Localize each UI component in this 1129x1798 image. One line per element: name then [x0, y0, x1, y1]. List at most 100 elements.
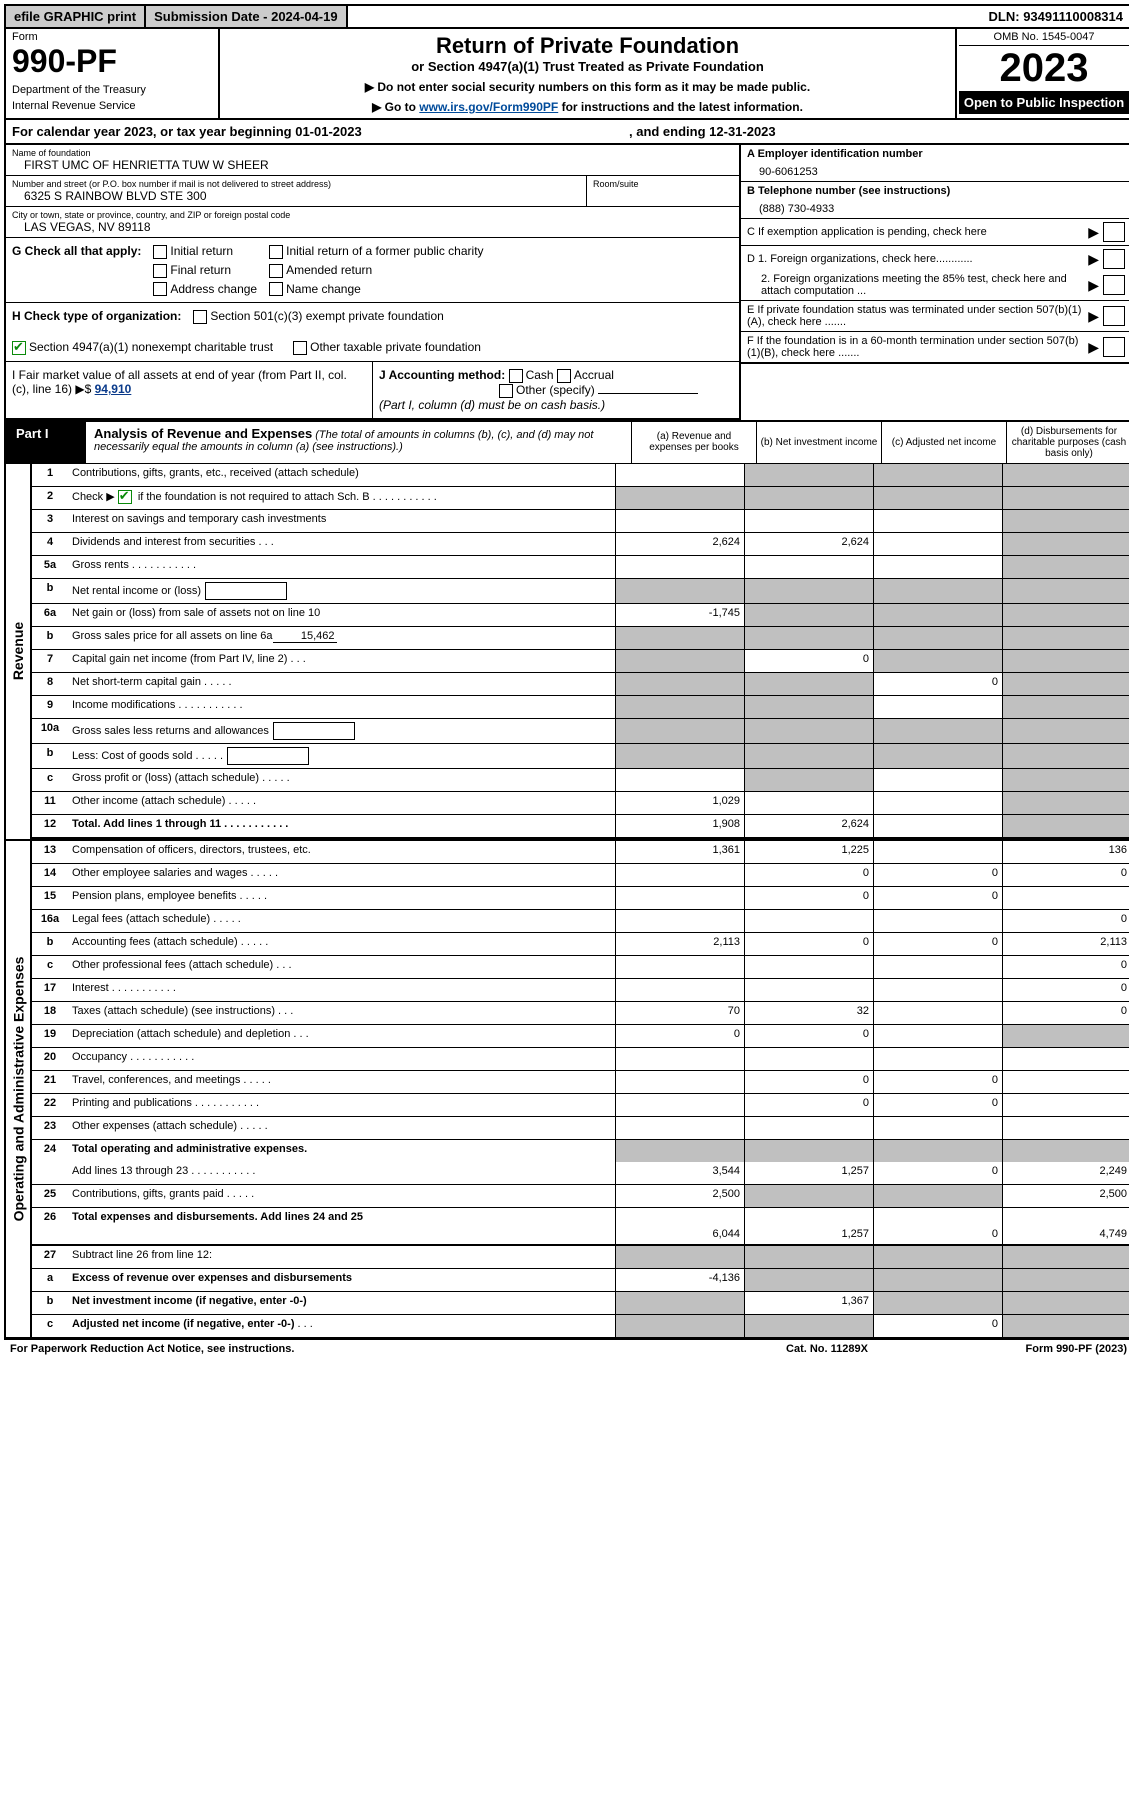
header-right: OMB No. 1545-0047 2023 Open to Public In… [955, 29, 1129, 118]
r24-a: 3,544 [615, 1162, 744, 1184]
address-change-checkbox[interactable] [153, 282, 167, 296]
f-checkbox[interactable] [1103, 337, 1125, 357]
row-5b: bNet rental income or (loss) [32, 579, 1129, 604]
i-arrow: ▶$ [75, 382, 91, 396]
e-checkbox[interactable] [1103, 306, 1125, 326]
form-title: Return of Private Foundation [230, 33, 945, 59]
other-method-checkbox[interactable] [499, 384, 513, 398]
row-10a: 10aGross sales less returns and allowanc… [32, 719, 1129, 744]
row-8: 8Net short-term capital gain . . . . .0 [32, 673, 1129, 696]
accrual-checkbox[interactable] [557, 369, 571, 383]
row-10c: cGross profit or (loss) (attach schedule… [32, 769, 1129, 792]
ein-row: A Employer identification number 90-6061… [741, 145, 1129, 182]
row-13: 13Compensation of officers, directors, t… [32, 841, 1129, 864]
r13-b: 1,225 [744, 841, 873, 863]
c-checkbox[interactable] [1103, 222, 1125, 242]
row-27c: cAdjusted net income (if negative, enter… [32, 1315, 1129, 1337]
d2-label: 2. Foreign organizations meeting the 85%… [747, 273, 1084, 297]
schb-checkbox[interactable] [118, 490, 132, 504]
efile-print-button[interactable]: efile GRAPHIC print [6, 6, 146, 27]
section-g: G Check all that apply: Initial return F… [6, 238, 739, 303]
r13-desc: Compensation of officers, directors, tru… [68, 841, 615, 863]
h-o3: Other taxable private foundation [310, 340, 481, 354]
row-2: 2Check ▶ if the foundation is not requir… [32, 487, 1129, 510]
c-row: C If exemption application is pending, c… [741, 219, 1129, 246]
section-j: J Accounting method: Cash Accrual Other … [373, 362, 739, 418]
r7-desc: Capital gain net income (from Part IV, l… [68, 650, 615, 672]
r16b-c: 0 [873, 933, 1002, 955]
irs-text: Internal Revenue Service [12, 100, 212, 112]
i-label: I Fair market value of all assets at end… [12, 368, 347, 396]
r6b-desc: Gross sales price for all assets on line… [68, 627, 615, 649]
row-22: 22Printing and publications . . . . . . … [32, 1094, 1129, 1117]
501c3-checkbox[interactable] [193, 310, 207, 324]
g-o3: Address change [170, 282, 257, 296]
row-16c: cOther professional fees (attach schedul… [32, 956, 1129, 979]
name-change-checkbox[interactable] [269, 282, 283, 296]
row-9: 9Income modifications . . . . . . . . . … [32, 696, 1129, 719]
phone-value: (888) 730-4933 [747, 197, 1125, 215]
r24-d: 2,249 [1002, 1162, 1129, 1184]
expenses-side-label: Operating and Administrative Expenses [6, 841, 32, 1337]
h-label: H Check type of organization: [12, 309, 181, 323]
row-26: 26Total expenses and disbursements. Add … [32, 1208, 1129, 1246]
r26-desc: Total expenses and disbursements. Add li… [68, 1208, 615, 1244]
ein-value: 90-6061253 [747, 160, 1125, 178]
expenses-table: Operating and Administrative Expenses 13… [4, 841, 1129, 1339]
r10b-desc: Less: Cost of goods sold . . . . . [68, 744, 615, 768]
final-return-checkbox[interactable] [153, 264, 167, 278]
row-3: 3Interest on savings and temporary cash … [32, 510, 1129, 533]
j-cash: Cash [526, 368, 554, 382]
r16b-b: 0 [744, 933, 873, 955]
row-14: 14Other employee salaries and wages . . … [32, 864, 1129, 887]
footer: For Paperwork Reduction Act Notice, see … [4, 1339, 1129, 1358]
row-27a: aExcess of revenue over expenses and dis… [32, 1269, 1129, 1292]
r27b-desc: Net investment income (if negative, ente… [68, 1292, 615, 1314]
r5a-desc: Gross rents . . . . . . . . . . . [68, 556, 615, 578]
former-charity-checkbox[interactable] [269, 245, 283, 259]
header-left: Form 990-PF Department of the Treasury I… [6, 29, 220, 118]
dept-text: Department of the Treasury [12, 84, 212, 96]
h-o1: Section 501(c)(3) exempt private foundat… [210, 309, 443, 323]
r14-desc: Other employee salaries and wages . . . … [68, 864, 615, 886]
r27a-a: -4,136 [615, 1269, 744, 1291]
column-headers: (a) Revenue and expenses per books (b) N… [631, 422, 1129, 463]
initial-return-checkbox[interactable] [153, 245, 167, 259]
other-taxable-checkbox[interactable] [293, 341, 307, 355]
r17-desc: Interest . . . . . . . . . . . [68, 979, 615, 1001]
r26-d: 4,749 [1002, 1208, 1129, 1244]
g-o4: Initial return of a former public charit… [286, 244, 483, 258]
d1-checkbox[interactable] [1103, 249, 1125, 269]
i-value[interactable]: 94,910 [95, 382, 132, 396]
open-public-badge: Open to Public Inspection [959, 91, 1129, 114]
col-b-header: (b) Net investment income [756, 422, 881, 463]
d2-checkbox[interactable] [1103, 275, 1125, 295]
4947-checkbox[interactable] [12, 341, 26, 355]
g-o1: Initial return [170, 244, 233, 258]
row-17: 17Interest . . . . . . . . . . .0 [32, 979, 1129, 1002]
g-o6: Name change [286, 282, 361, 296]
r8-desc: Net short-term capital gain . . . . . [68, 673, 615, 695]
g-col2: Initial return of a former public charit… [269, 244, 483, 296]
r19-a: 0 [615, 1025, 744, 1047]
r18-d: 0 [1002, 1002, 1129, 1024]
r6a-a: -1,745 [615, 604, 744, 626]
r15-c: 0 [873, 887, 1002, 909]
r5b-desc: Net rental income or (loss) [68, 579, 615, 603]
row-24-1: 24Total operating and administrative exp… [32, 1140, 1129, 1162]
r7-b: 0 [744, 650, 873, 672]
r24-c: 0 [873, 1162, 1002, 1184]
r4-b: 2,624 [744, 533, 873, 555]
info-right: A Employer identification number 90-6061… [741, 145, 1129, 420]
irs-link[interactable]: www.irs.gov/Form990PF [419, 100, 558, 114]
expenses-body: 13Compensation of officers, directors, t… [32, 841, 1129, 1337]
j-accrual: Accrual [574, 368, 614, 382]
r9-desc: Income modifications . . . . . . . . . .… [68, 696, 615, 718]
amended-return-checkbox[interactable] [269, 264, 283, 278]
row-18: 18Taxes (attach schedule) (see instructi… [32, 1002, 1129, 1025]
cash-checkbox[interactable] [509, 369, 523, 383]
r25-d: 2,500 [1002, 1185, 1129, 1207]
r14-c: 0 [873, 864, 1002, 886]
form-subtitle: or Section 4947(a)(1) Trust Treated as P… [230, 59, 945, 74]
r19-b: 0 [744, 1025, 873, 1047]
